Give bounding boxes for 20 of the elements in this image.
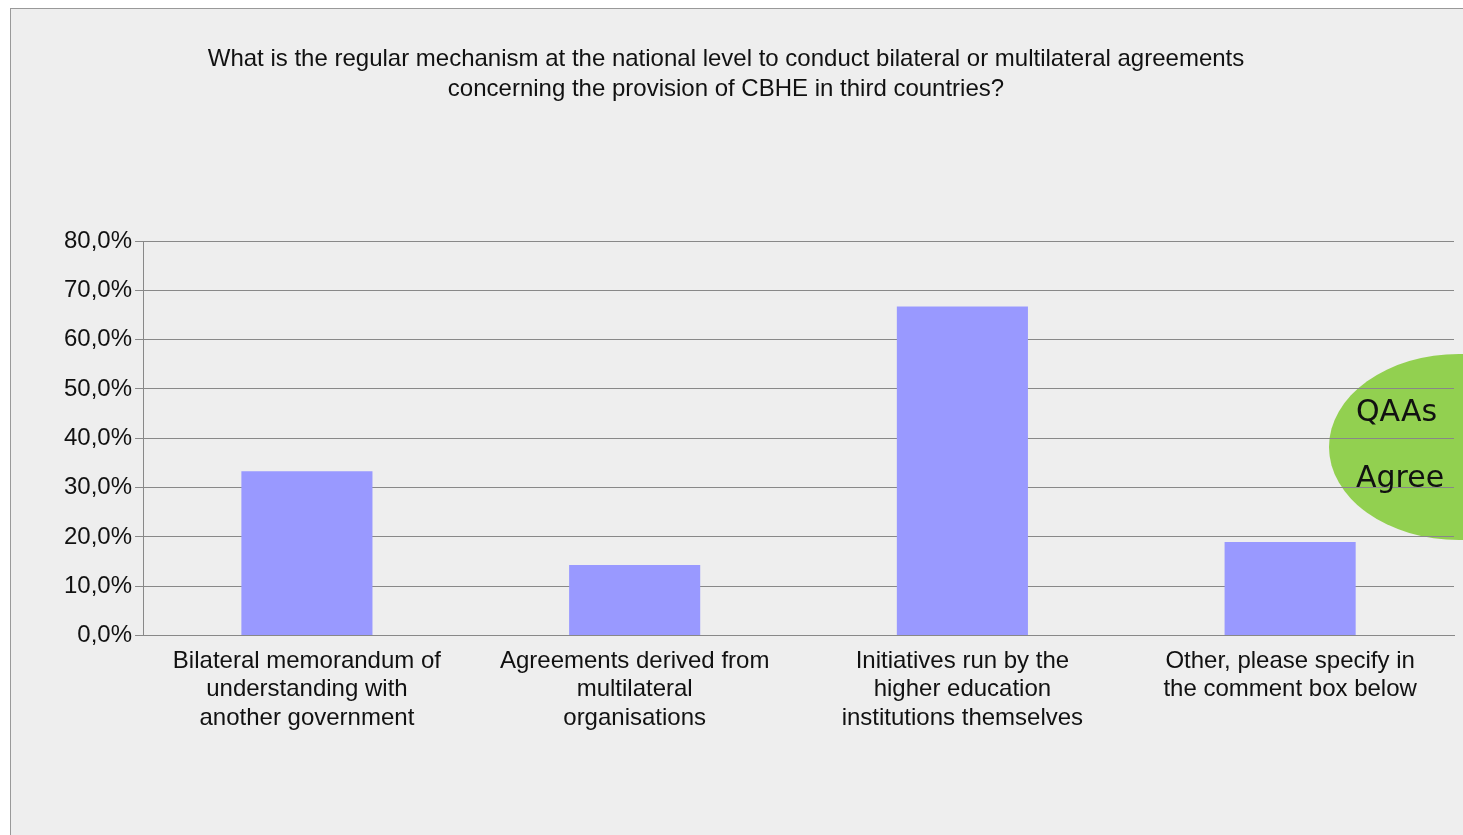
y-tick-label: 50,0% [63, 373, 133, 401]
x-tick-label: Initiatives run by the higher education institutions themselves [841, 645, 1084, 731]
annotation: QAAs [1356, 393, 1438, 428]
bar [241, 471, 373, 636]
x-tick-label: Agreements derived from multilateral organisations [499, 645, 770, 731]
y-tick-label: 30,0% [63, 472, 133, 500]
y-tick-label: 70,0% [63, 274, 133, 302]
x-tick-label: Bilateral memorandum of understanding with another government [172, 645, 442, 731]
bar [569, 565, 701, 636]
y-tick-label: 20,0% [63, 521, 133, 549]
y-tick-label: 60,0% [63, 324, 133, 352]
y-tick-label: 0,0% [77, 620, 133, 648]
y-tick-label: 40,0% [63, 422, 133, 450]
bar [896, 306, 1028, 636]
chart-title: What is the regular mechanism at the national level to conduct bilateral or multilateral agreements concerning the provision of CBHE in third countries? [206, 43, 1246, 103]
y-tick-label: 80,0% [63, 225, 133, 253]
y-tick-label: 10,0% [63, 570, 133, 598]
x-tick-label: Other, please specify in the comment box below [1163, 645, 1418, 702]
annotation: Agree [1356, 459, 1445, 494]
bar [1224, 541, 1356, 636]
